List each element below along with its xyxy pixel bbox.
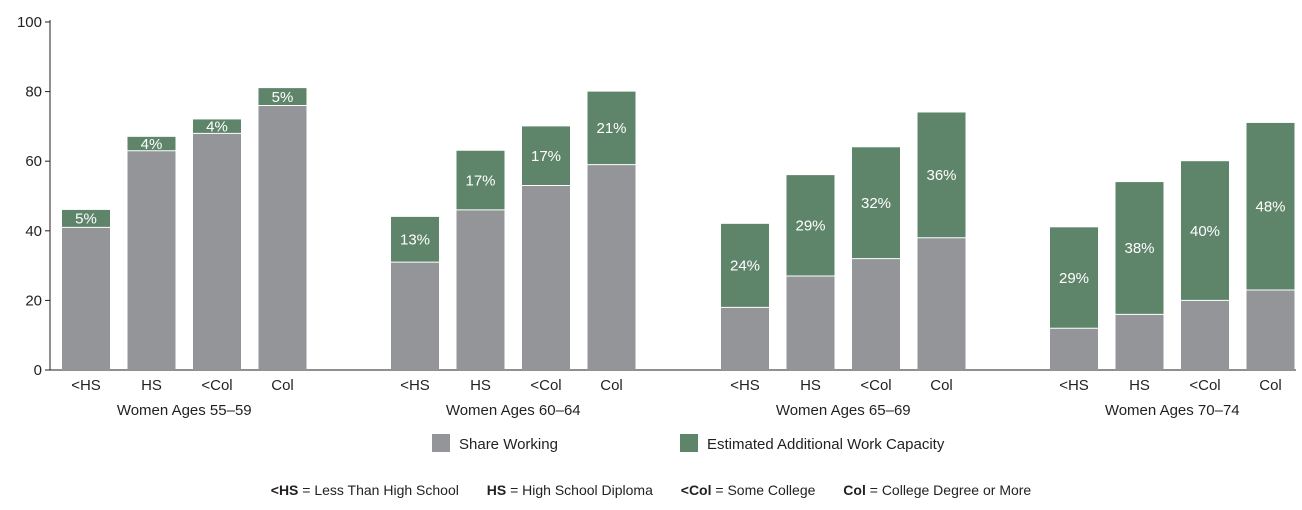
x-category-label: <Col	[201, 377, 232, 394]
x-group-label: Women Ages 55–59	[117, 402, 252, 419]
bar-additional-capacity	[852, 147, 900, 259]
bar-data-label: 29%	[1059, 270, 1089, 287]
bar-data-label: 13%	[400, 232, 430, 249]
bar-additional-capacity	[786, 175, 835, 277]
bar-share-working	[456, 209, 505, 370]
bar-additional-capacity	[721, 223, 769, 308]
legend-label-share-working: Share Working	[459, 436, 558, 453]
bar-data-label: 40%	[1190, 223, 1220, 240]
bar-data-label: 4%	[206, 118, 228, 135]
bar-data-label: 36%	[926, 167, 956, 184]
footnote-item-some-college: <Col = Some College	[680, 482, 816, 498]
footnote-item-hs: HS = High School Diploma	[486, 482, 653, 498]
bar-share-working	[258, 105, 307, 371]
bar-data-label: 32%	[861, 195, 891, 212]
y-tick-label: 100	[17, 14, 42, 31]
x-category-label: HS	[141, 377, 162, 394]
legend-swatch-share-working	[432, 434, 450, 452]
bar-share-working	[1050, 328, 1098, 370]
bar-additional-capacity	[127, 136, 176, 151]
footnote-item-less-than-hs: <HS = Less Than High School	[270, 482, 459, 498]
bar-additional-capacity	[1246, 122, 1295, 290]
bar-additional-capacity	[1050, 227, 1098, 329]
x-category-label: HS	[800, 377, 821, 394]
bar-additional-capacity	[62, 209, 110, 228]
bar-data-label: 4%	[141, 136, 163, 153]
bar-share-working	[522, 185, 570, 370]
footnote-item-college: Col = College Degree or More	[843, 482, 1032, 498]
bar-additional-capacity	[456, 150, 505, 210]
bar-share-working	[852, 258, 900, 370]
x-category-label: <Col	[530, 377, 561, 394]
x-category-label: <Col	[860, 377, 891, 394]
bar-share-working	[62, 227, 110, 370]
bar-data-label: 24%	[730, 258, 760, 275]
bar-data-label: 17%	[531, 148, 561, 165]
x-category-label: HS	[470, 377, 491, 394]
x-category-label: <HS	[730, 377, 760, 394]
bar-share-working	[1181, 300, 1229, 370]
bar-data-label: 5%	[272, 89, 294, 106]
bar-additional-capacity	[193, 119, 241, 134]
abbreviation-footnote: <HS = Less Than High School HS = High Sc…	[0, 482, 1302, 498]
bar-data-label: 17%	[465, 172, 495, 189]
stacked-bar-chart: 0 20 40 60 80 100 5% <HS 4% HS 4% <Col 5% Col Women Ag…	[17, 14, 1296, 453]
bar-share-working	[1246, 289, 1295, 370]
x-category-label: HS	[1129, 377, 1150, 394]
x-group-label: Women Ages 60–64	[446, 402, 581, 419]
x-category-label: Col	[930, 377, 953, 394]
x-category-label: <Col	[1189, 377, 1220, 394]
y-tick-label: 60	[25, 153, 42, 170]
bar-additional-capacity	[1181, 161, 1229, 301]
y-tick-label: 0	[34, 362, 42, 379]
x-category-label: Col	[1259, 377, 1282, 394]
bar-share-working	[917, 237, 966, 370]
y-tick-label: 80	[25, 84, 42, 101]
bar-share-working	[391, 262, 439, 370]
x-category-label: <HS	[1059, 377, 1089, 394]
bar-share-working	[721, 307, 769, 370]
bar-share-working	[587, 164, 636, 370]
x-category-label: <HS	[400, 377, 430, 394]
bar-share-working	[193, 133, 241, 370]
bar-share-working	[786, 276, 835, 370]
bar-data-label: 48%	[1255, 198, 1285, 215]
bar-additional-capacity	[391, 216, 439, 263]
bar-additional-capacity	[917, 112, 966, 238]
x-group-label: Women Ages 70–74	[1105, 402, 1240, 419]
bar-data-label: 21%	[596, 120, 626, 137]
x-category-label: Col	[600, 377, 623, 394]
y-tick-label: 40	[25, 223, 42, 240]
bar-additional-capacity	[522, 126, 570, 186]
x-category-label: Col	[271, 377, 294, 394]
bar-additional-capacity	[1115, 182, 1164, 315]
x-category-label: <HS	[71, 377, 101, 394]
bar-additional-capacity	[258, 88, 307, 106]
bar-data-label: 38%	[1124, 240, 1154, 257]
bar-share-working	[127, 150, 176, 370]
bar-share-working	[1115, 314, 1164, 370]
legend-swatch-additional-capacity	[680, 434, 698, 452]
bar-additional-capacity	[587, 91, 636, 165]
bar-data-label: 5%	[75, 211, 97, 228]
legend-label-additional-capacity: Estimated Additional Work Capacity	[707, 436, 945, 453]
bar-data-label: 29%	[795, 218, 825, 235]
x-group-label: Women Ages 65–69	[776, 402, 911, 419]
y-tick-label: 20	[25, 292, 42, 309]
